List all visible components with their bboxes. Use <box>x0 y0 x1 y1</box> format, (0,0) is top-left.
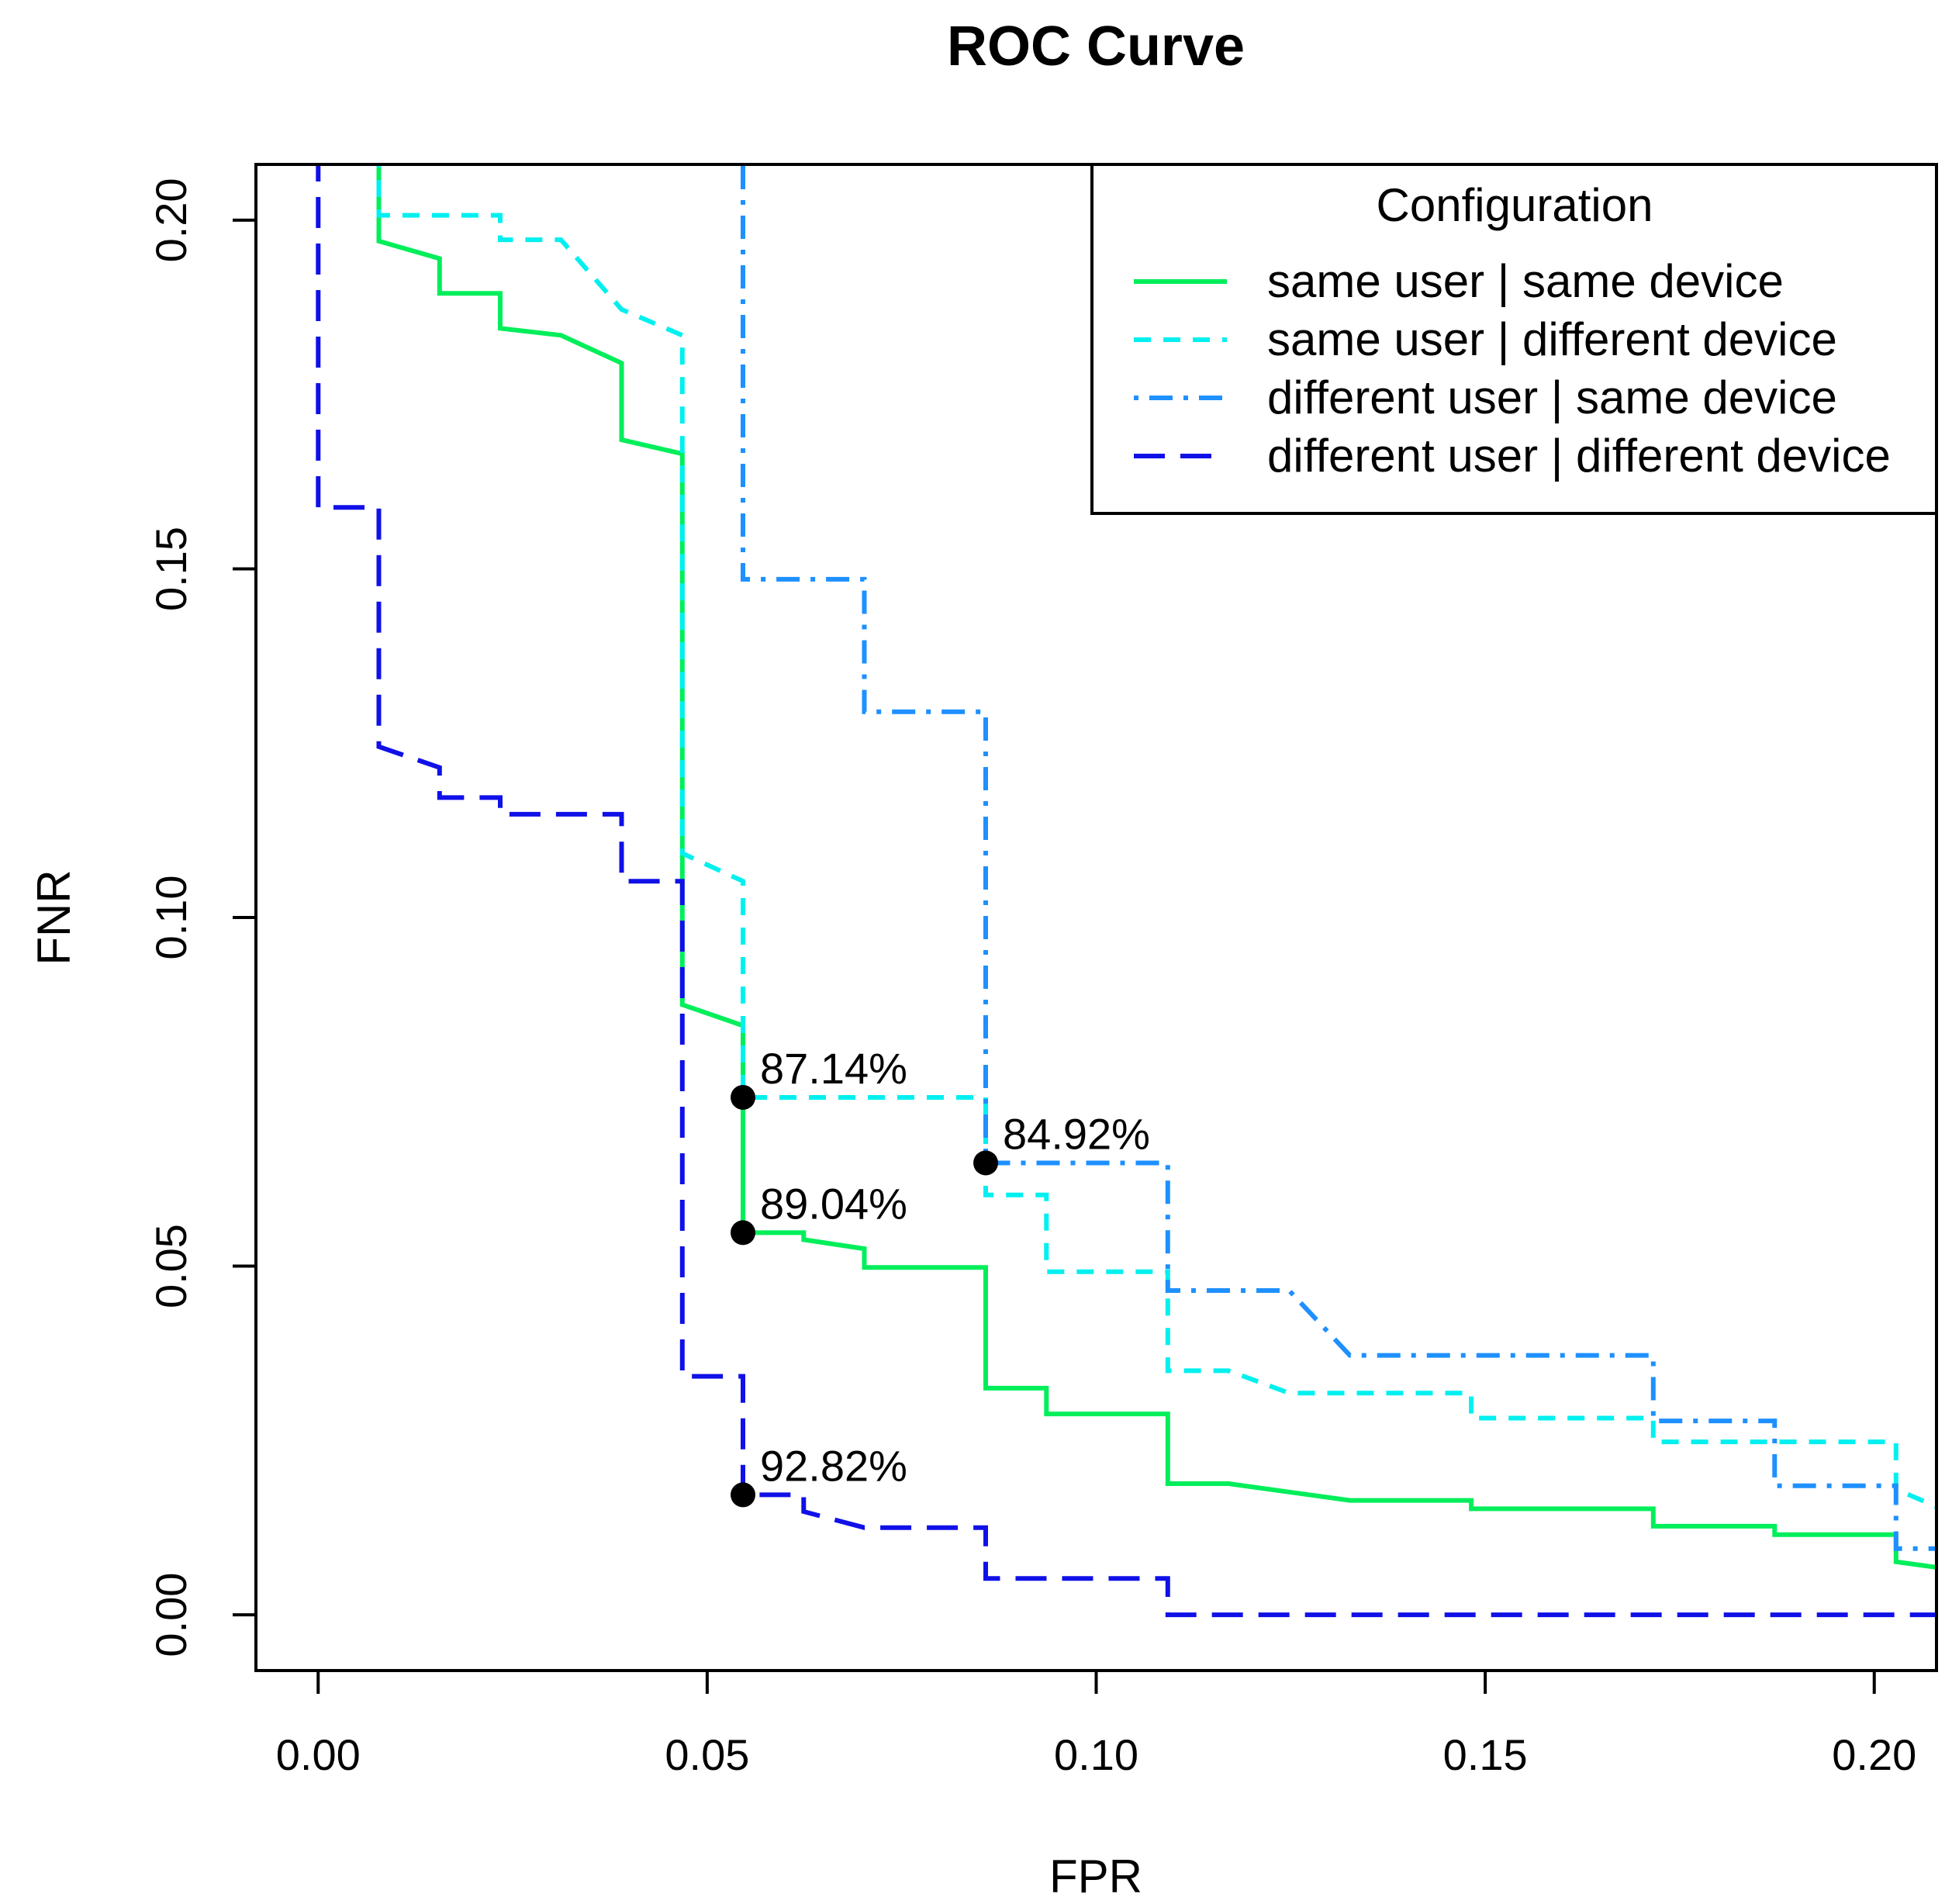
legend-box <box>1090 163 1938 515</box>
series-line-3 <box>741 164 1936 1551</box>
y-tick-label-3: 0.15 <box>147 527 195 611</box>
annotation-label-1: 87.14% <box>760 1044 907 1093</box>
annotation-point-1 <box>731 1084 756 1110</box>
annotation-label-3: 89.04% <box>760 1179 907 1228</box>
x-tick-label-0: 0.00 <box>276 1730 361 1779</box>
legend: Configuration same user | same devicesam… <box>1090 163 1938 515</box>
x-axis-label: FPR <box>1049 1850 1142 1902</box>
y-tick-label-0: 0.00 <box>147 1573 195 1657</box>
x-axis-ticks: 0.00 0.05 0.10 0.15 0.20 <box>276 1669 1916 1779</box>
x-tick-label-2: 0.10 <box>1054 1730 1138 1779</box>
x-tick-label-4: 0.20 <box>1832 1730 1916 1779</box>
annotation-label-2: 84.92% <box>1003 1109 1150 1158</box>
legend-label-3: different user | same device <box>1267 371 1837 423</box>
legend-items: same user | same device same user | diffe… <box>1134 255 1891 482</box>
annotation-point-3 <box>731 1220 756 1246</box>
y-tick-label-2: 0.10 <box>147 876 195 960</box>
chart-title: ROC Curve <box>947 16 1245 78</box>
annotation-label-4: 92.82% <box>760 1441 907 1490</box>
legend-label-4: different user | different device <box>1267 430 1891 482</box>
annotation-layer: 87.14% 84.92% 89.04% 92.82% <box>731 1044 1150 1508</box>
y-axis-label: FNR <box>28 869 80 965</box>
series-line-1 <box>376 164 1936 1570</box>
x-tick-label-1: 0.05 <box>665 1730 749 1779</box>
legend-label-1: same user | same device <box>1267 255 1784 307</box>
series-line-2 <box>376 164 1936 1509</box>
annotation-point-2 <box>973 1150 999 1176</box>
y-tick-label-1: 0.05 <box>147 1224 195 1308</box>
legend-title: Configuration <box>1377 179 1653 231</box>
y-axis-ticks: 0.00 0.05 0.10 0.15 0.20 <box>147 178 256 1657</box>
legend-label-2: same user | different device <box>1267 313 1837 365</box>
x-tick-label-3: 0.15 <box>1443 1730 1528 1779</box>
y-tick-label-4: 0.20 <box>147 178 195 262</box>
series-line-4 <box>316 164 1936 1618</box>
series-layer <box>316 164 1936 1618</box>
annotation-point-4 <box>731 1482 756 1508</box>
